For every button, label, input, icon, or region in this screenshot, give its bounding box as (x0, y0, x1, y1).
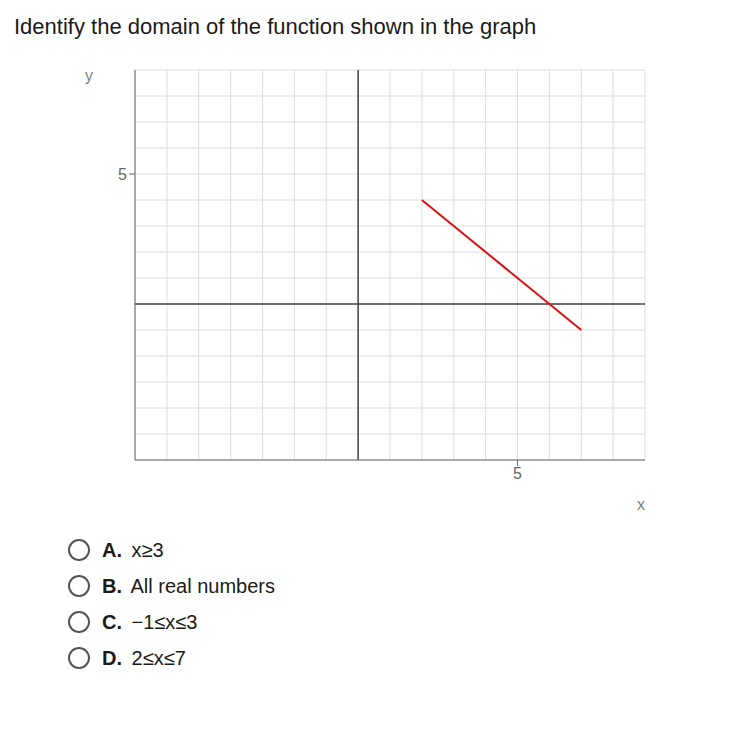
svg-text:5: 5 (118, 166, 127, 183)
html-text:B. All real numbers: B. All real numbers (102, 574, 275, 597)
html-text:Identify the domain of the fun: Identify the domain of the function show… (14, 14, 537, 39)
html-text:D. 2≤x≤7: D. 2≤x≤7 (102, 646, 186, 669)
svg-text:x: x (637, 496, 645, 513)
svg-text:5: 5 (513, 465, 522, 482)
html-text:C. −1≤x≤3: C. −1≤x≤3 (102, 610, 198, 633)
svg-text:y: y (85, 67, 93, 84)
html-text:A. x≥3: A. x≥3 (102, 538, 164, 561)
